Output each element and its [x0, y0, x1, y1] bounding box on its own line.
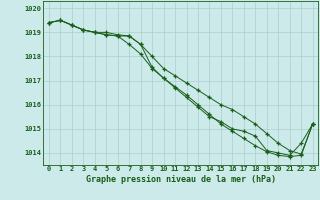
X-axis label: Graphe pression niveau de la mer (hPa): Graphe pression niveau de la mer (hPa): [86, 175, 276, 184]
